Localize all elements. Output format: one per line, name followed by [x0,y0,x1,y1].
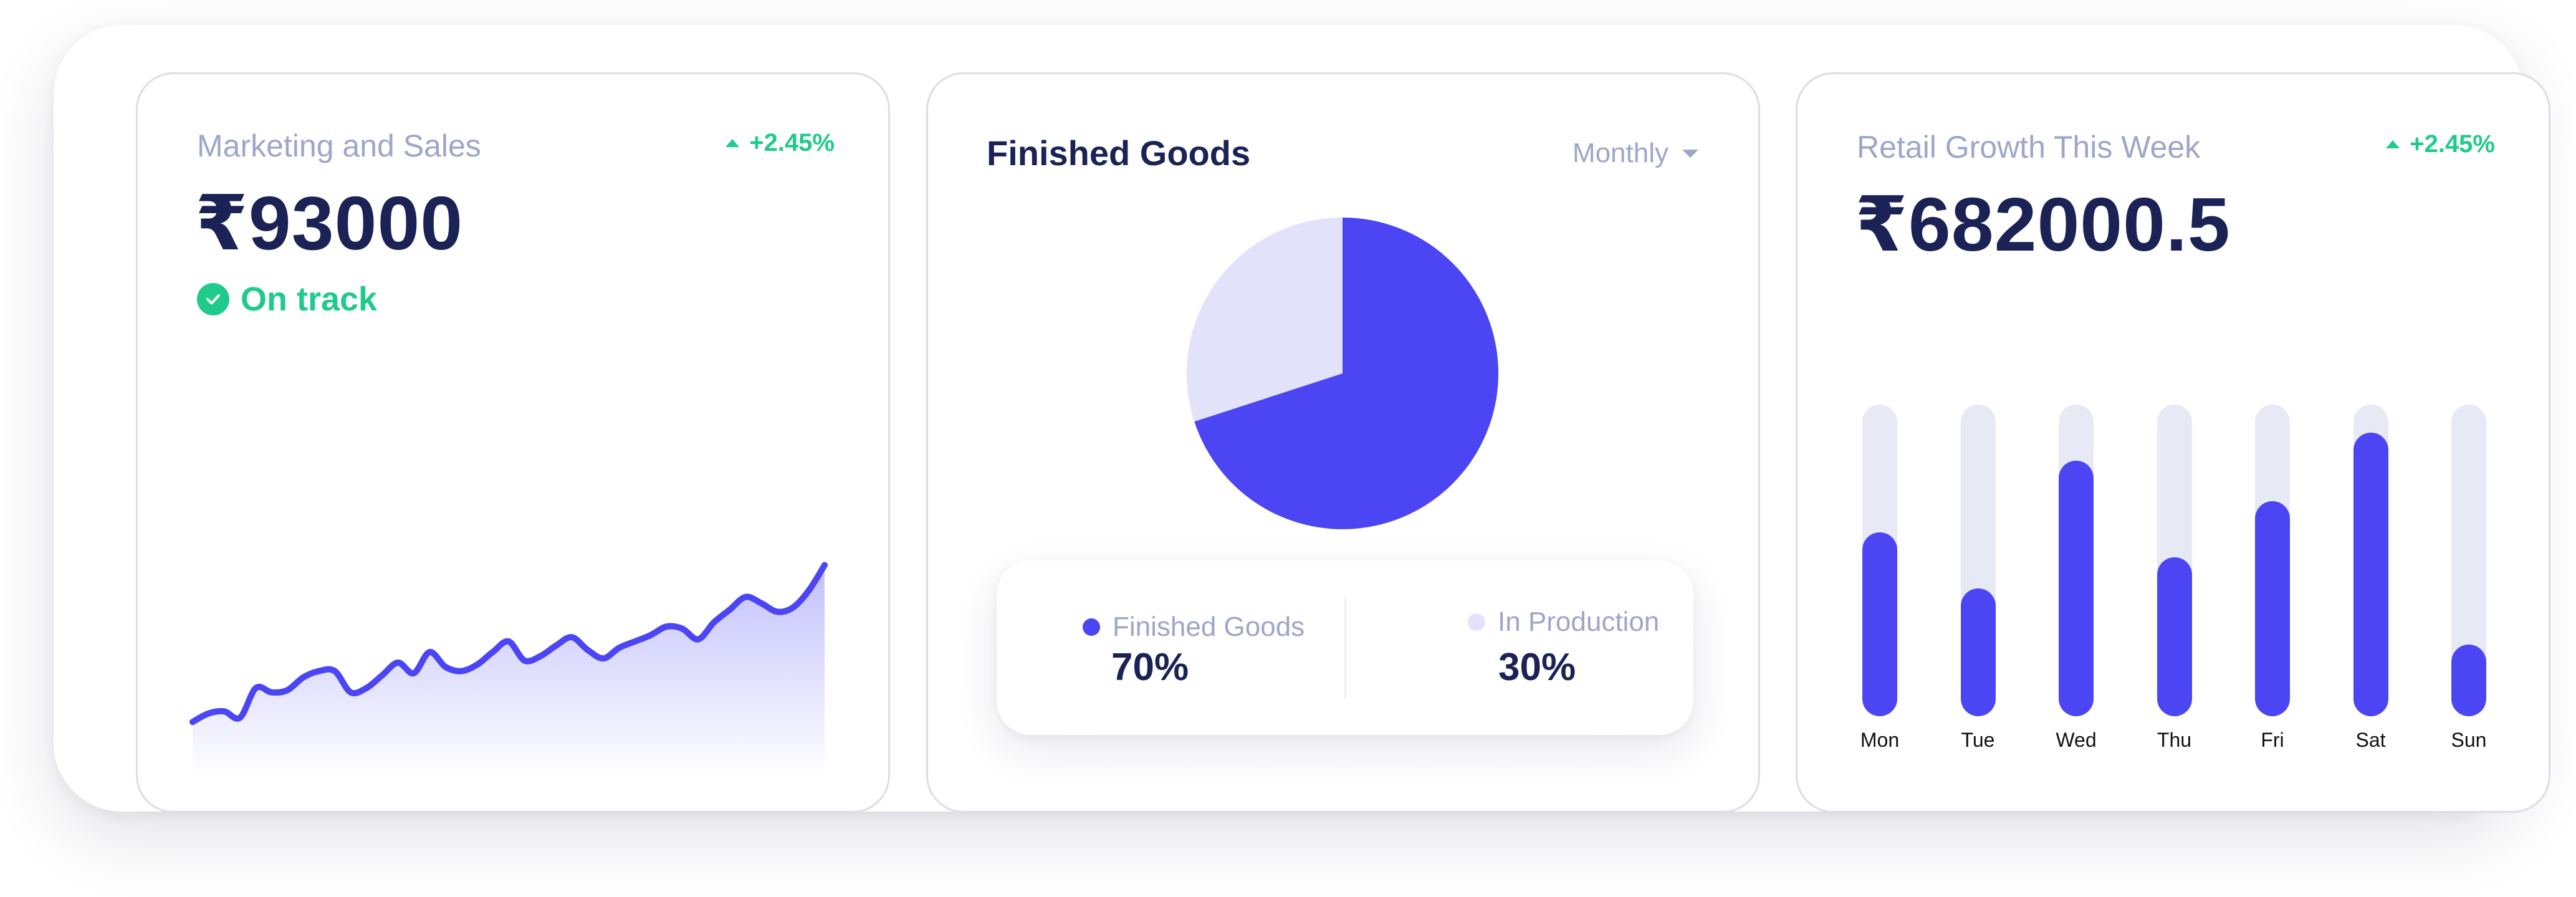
retail-value: ₹682000.5 [1855,182,2231,267]
data-point [284,687,291,694]
data-point [711,619,717,626]
data-point [268,689,275,696]
period-dropdown[interactable]: Monthly [1573,138,1698,169]
bar-track-wed [2059,405,2094,716]
caret-down-icon [1682,149,1698,158]
bar-wed[interactable] [2059,461,2094,716]
data-point [315,668,322,674]
finished-goods-pie-chart [1187,218,1498,529]
bar-track-sun [2451,405,2486,716]
triangle-up-icon [725,139,740,147]
data-point [395,660,401,666]
data-point [631,638,638,645]
tick-label-tue: Tue [1961,729,1995,751]
dashboard-panel: Marketing and Sales +2.45% ₹93000 On tra… [54,25,2550,813]
marketing-trend: +2.45% [725,129,835,157]
tick-label-sat: Sat [2355,729,2386,751]
status-label: On track [241,281,378,318]
area-fill [193,565,825,779]
sales-area-chart [189,562,828,779]
data-point [616,645,623,651]
tick-label-mon: Mon [1860,729,1900,751]
triangle-up-icon [2386,140,2400,148]
data-point [679,625,686,632]
bar-sun[interactable] [2451,645,2486,716]
period-dropdown-label: Monthly [1572,138,1669,168]
legend-divider [1344,597,1346,699]
bar-tue[interactable] [1960,588,1996,716]
data-point [742,593,749,600]
pie-legend: Finished Goods 70% In Production 30% [997,560,1693,735]
data-point [726,607,733,613]
status-badge: On track [197,280,377,319]
data-point [663,623,670,630]
bar-track-mon [1862,405,1897,716]
data-point [221,708,227,715]
legend-dot-finished-goods [1083,618,1100,636]
marketing-trend-value: +2.45% [749,129,835,156]
legend-value-finished-goods: 70% [1111,646,1189,689]
data-point [379,672,386,679]
pie-slice-finished-goods[interactable] [1194,218,1498,529]
legend-dot-in-production [1468,613,1485,631]
data-point [489,649,496,655]
bar-fri[interactable] [2255,501,2290,716]
data-point [537,653,543,660]
bar-track-sat [2353,405,2388,716]
data-point [457,668,464,674]
bar-track-thu [2157,405,2192,716]
legend-item-finished-goods: Finished Goods [1083,612,1305,643]
data-point [584,646,591,653]
legend-label-finished-goods: Finished Goods [1113,612,1305,642]
data-point [205,710,212,717]
data-point [332,668,338,674]
check-circle-icon [197,283,229,315]
data-point [774,608,780,615]
retail-title: Retail Growth This Week [1857,130,2201,165]
marketing-value: ₹93000 [195,181,464,266]
bar-thu[interactable] [2157,557,2192,716]
tick-label-sun: Sun [2451,729,2487,751]
data-point [410,670,417,676]
legend-item-in-production: In Production [1468,607,1659,638]
data-point [790,604,797,611]
data-point [553,642,559,649]
retail-trend-value: +2.45% [2410,130,2495,158]
finished-goods-title: Finished Goods [987,133,1251,173]
legend-label-in-production: In Production [1498,607,1660,637]
data-point [474,661,481,668]
data-point [426,649,433,655]
bar-mon[interactable] [1862,532,1897,716]
data-point [442,663,449,670]
marketing-card[interactable]: Marketing and Sales +2.45% ₹93000 On tra… [136,72,890,813]
data-point [521,657,528,664]
data-point [648,631,654,638]
data-point [237,714,243,721]
finished-goods-card[interactable]: Finished Goods Monthly Finished Goods 70… [926,72,1760,813]
retail-trend: +2.45% [2386,130,2495,158]
data-point [758,600,765,607]
marketing-title: Marketing and Sales [197,128,481,163]
data-point [695,636,702,643]
data-point [600,655,607,662]
data-point [805,587,812,594]
data-point [300,674,307,681]
bar-track-tue [1960,405,1996,716]
pie-slice-in-production[interactable] [1187,218,1343,422]
data-point [363,684,370,691]
data-point [568,634,575,641]
tick-label-fri: Fri [2261,729,2284,751]
weekly-bar-chart: Mon Tue Wed Thu Fri Sat Sun [1798,74,2549,811]
bar-sat[interactable] [2353,433,2388,716]
data-point [347,689,354,696]
data-point [189,719,196,726]
legend-value-in-production: 30% [1498,646,1576,689]
retail-growth-card[interactable]: Retail Growth This Week +2.45% ₹682000.5… [1796,72,2550,813]
bar-track-fri [2255,405,2290,716]
tick-label-thu: Thu [2157,729,2192,751]
tick-label-wed: Wed [2056,729,2097,751]
data-point [252,684,259,691]
data-point [505,638,512,645]
data-point [821,562,828,568]
